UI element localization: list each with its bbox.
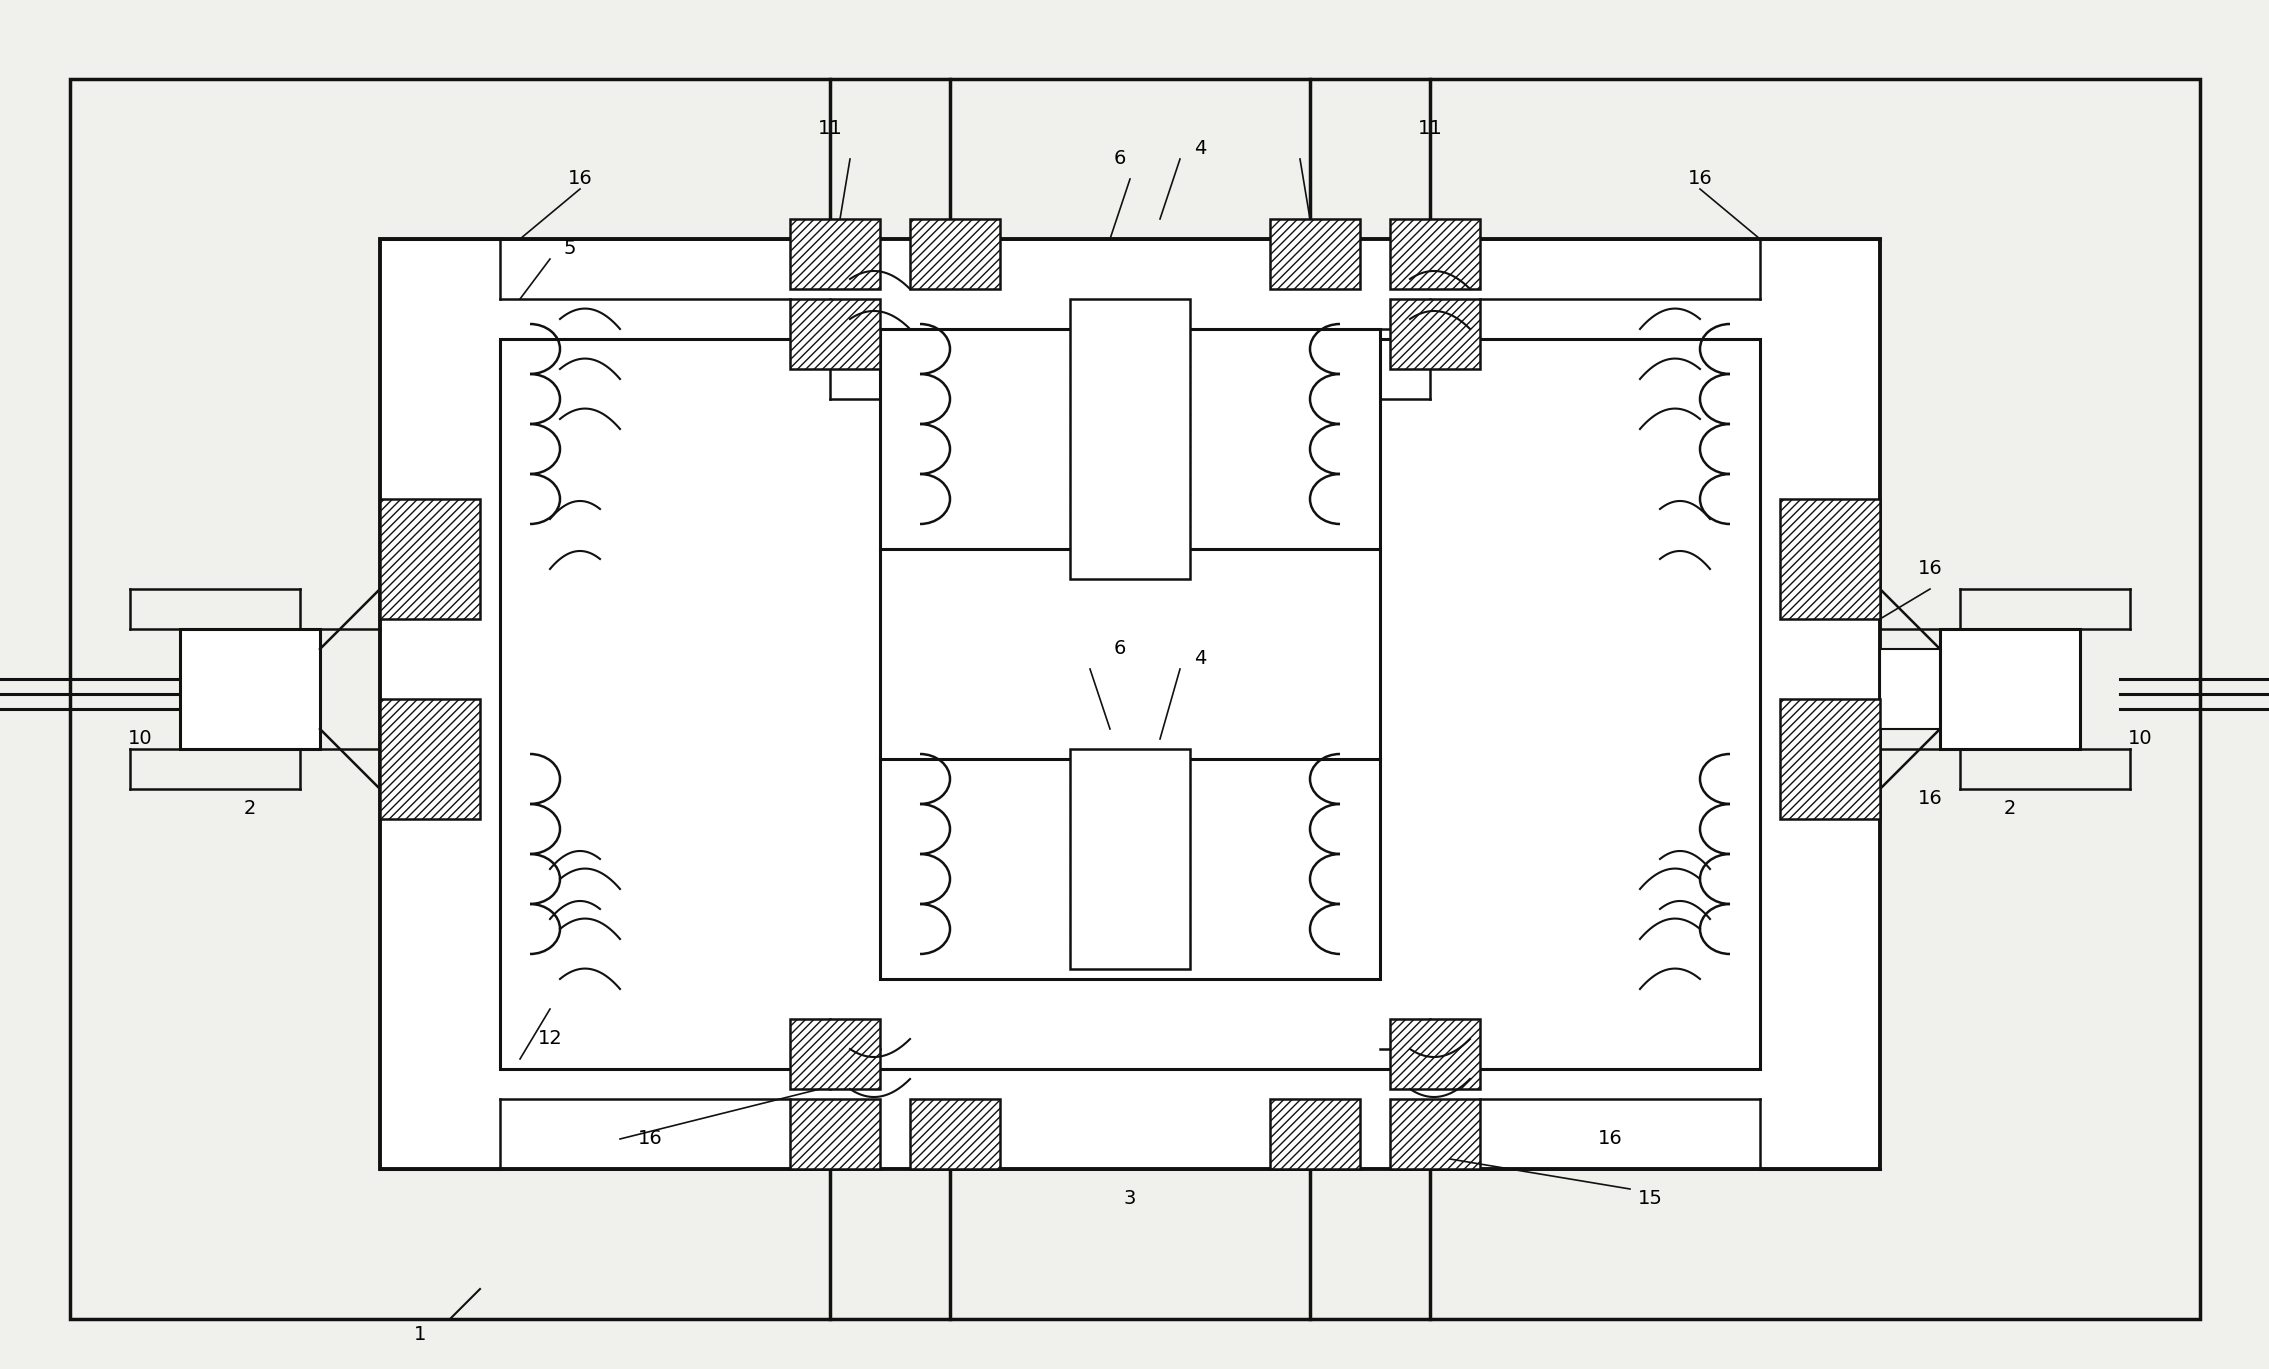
Text: 2: 2 bbox=[2004, 799, 2017, 819]
Text: 15: 15 bbox=[1638, 1190, 1663, 1209]
Text: 2: 2 bbox=[243, 799, 256, 819]
Bar bbox=[1940, 628, 2081, 749]
Text: 12: 12 bbox=[538, 1029, 563, 1049]
Text: 6: 6 bbox=[1114, 639, 1125, 658]
Bar bbox=[1271, 219, 1359, 289]
Text: 6: 6 bbox=[1114, 149, 1125, 168]
Text: 5: 5 bbox=[563, 240, 576, 259]
Text: 11: 11 bbox=[1418, 119, 1443, 138]
Bar bbox=[1071, 298, 1189, 579]
Bar bbox=[1391, 298, 1479, 370]
Bar bbox=[1881, 649, 1940, 730]
Bar bbox=[379, 240, 1881, 1169]
Text: 16: 16 bbox=[1597, 1129, 1622, 1149]
Text: 4: 4 bbox=[1193, 649, 1207, 668]
Bar bbox=[880, 758, 1380, 979]
Text: 16: 16 bbox=[638, 1129, 663, 1149]
Bar bbox=[379, 700, 481, 819]
Bar bbox=[1779, 700, 1881, 819]
Text: 3: 3 bbox=[1123, 1190, 1137, 1209]
Text: 1: 1 bbox=[413, 1324, 427, 1343]
Text: 16: 16 bbox=[1688, 170, 1713, 189]
Bar bbox=[1271, 1099, 1359, 1169]
Bar bbox=[379, 498, 481, 619]
Text: 16: 16 bbox=[1917, 560, 1942, 579]
Text: 4: 4 bbox=[1193, 140, 1207, 159]
Bar bbox=[790, 298, 880, 370]
Text: 11: 11 bbox=[817, 119, 842, 138]
Text: 10: 10 bbox=[127, 730, 152, 749]
Bar bbox=[910, 219, 1001, 289]
Bar bbox=[1779, 498, 1881, 619]
Text: 16: 16 bbox=[1917, 790, 1942, 809]
Bar bbox=[1391, 1099, 1479, 1169]
Bar bbox=[790, 1099, 880, 1169]
Bar bbox=[910, 1099, 1001, 1169]
Bar bbox=[1391, 1019, 1479, 1088]
Text: 16: 16 bbox=[567, 170, 592, 189]
Bar bbox=[179, 628, 320, 749]
Text: 10: 10 bbox=[2128, 730, 2153, 749]
Bar bbox=[499, 340, 1761, 1069]
Bar bbox=[790, 1019, 880, 1088]
Bar bbox=[1071, 749, 1189, 969]
Bar bbox=[1391, 219, 1479, 289]
Bar bbox=[790, 219, 880, 289]
Bar bbox=[880, 329, 1380, 549]
